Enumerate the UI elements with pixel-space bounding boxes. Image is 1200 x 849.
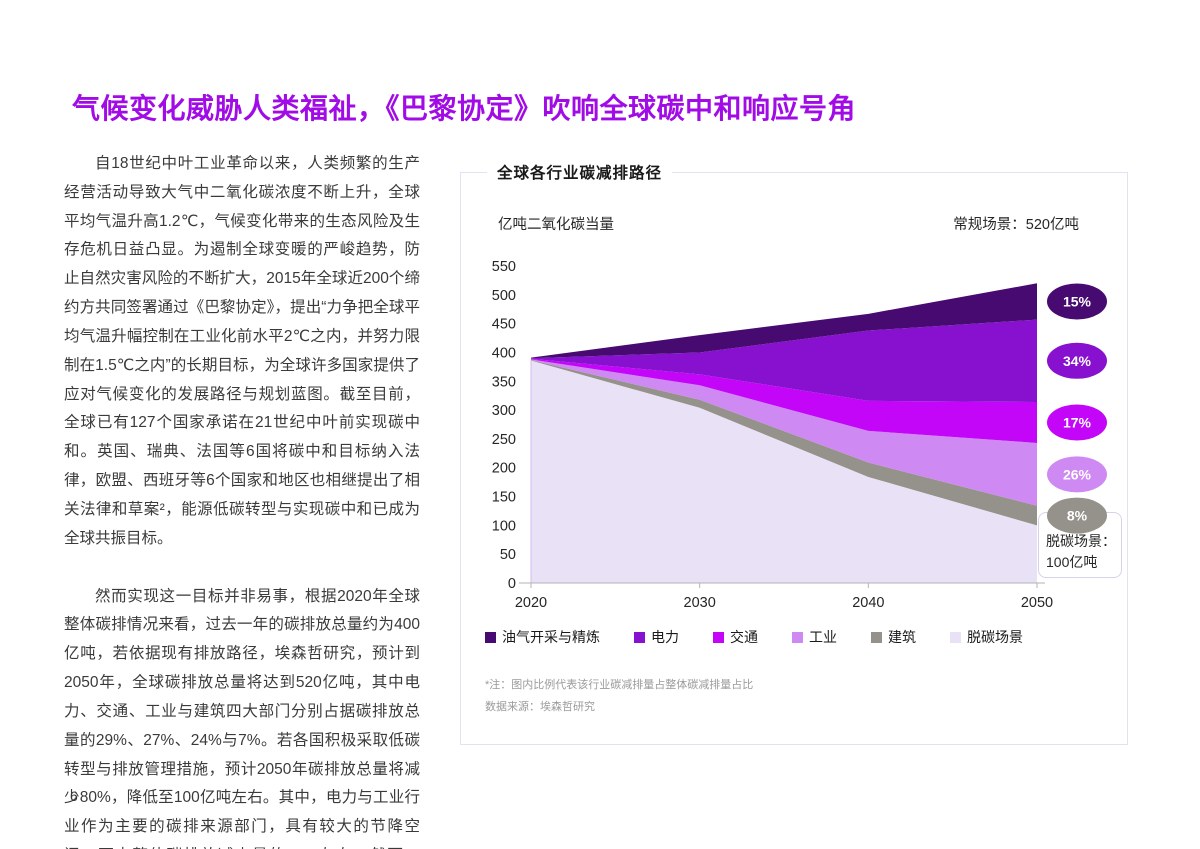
decarb-scenario-callout: 脱碳场景： 100亿吨 bbox=[1038, 512, 1122, 578]
legend-item-交通: 交通 bbox=[713, 627, 758, 647]
reduction-share-badge-交通 bbox=[1047, 404, 1107, 441]
x-tick-label: 2020 bbox=[515, 595, 547, 611]
chart-note: *注：图内比例代表该行业碳减排量占整体碳减排量占比 bbox=[485, 679, 754, 691]
article-text-column: 自18世纪中叶工业革命以来，人类频繁的生产经营活动导致大气中二氧化碳浓度不断上升… bbox=[64, 150, 420, 849]
y-tick-label: 100 bbox=[492, 518, 516, 534]
legend-swatch-icon bbox=[485, 631, 496, 643]
legend-label: 工业 bbox=[809, 629, 837, 645]
area-油气开采与精炼 bbox=[531, 283, 1037, 359]
area-交通 bbox=[531, 358, 1037, 443]
y-tick-label: 50 bbox=[500, 547, 516, 563]
legend-swatch-icon bbox=[634, 631, 645, 643]
area-脱碳场景 bbox=[531, 360, 1037, 583]
y-tick-label: 0 bbox=[508, 576, 516, 592]
conventional-scenario-label: 常规场景：520亿吨 bbox=[953, 217, 1079, 233]
legend-item-电力: 电力 bbox=[634, 627, 679, 647]
reduction-share-label-工业: 26% bbox=[1063, 466, 1092, 482]
reduction-share-label-交通: 17% bbox=[1063, 414, 1092, 430]
legend-item-工业: 工业 bbox=[792, 627, 837, 647]
y-tick-label: 350 bbox=[492, 374, 516, 390]
decarb-label-line1: 脱碳场景： bbox=[1046, 533, 1116, 549]
reduction-share-label-电力: 34% bbox=[1063, 353, 1092, 369]
y-tick-label: 200 bbox=[492, 461, 516, 477]
page-number: 6 bbox=[70, 788, 78, 804]
y-tick-label: 400 bbox=[492, 345, 516, 361]
chart-source: 数据来源：埃森哲研究 bbox=[485, 701, 595, 713]
y-tick-label: 500 bbox=[492, 288, 516, 304]
reduction-share-badge-工业 bbox=[1047, 456, 1107, 493]
decarb-label-line2: 100亿吨 bbox=[1046, 554, 1098, 570]
area-建筑 bbox=[531, 359, 1037, 526]
legend-swatch-icon bbox=[871, 631, 882, 643]
reduction-share-badge-建筑 bbox=[1047, 497, 1107, 534]
legend-label: 油气开采与精炼 bbox=[502, 629, 600, 645]
legend-item-建筑: 建筑 bbox=[871, 627, 916, 647]
chart-legend: 油气开采与精炼 电力 交通 工业 建筑 脱碳场景 bbox=[485, 627, 1023, 647]
legend-item-脱碳场景: 脱碳场景 bbox=[950, 627, 1023, 647]
area-工业 bbox=[531, 359, 1037, 506]
y-tick-label: 250 bbox=[492, 432, 516, 448]
x-tick-label: 2030 bbox=[684, 595, 716, 611]
y-tick-label: 550 bbox=[492, 259, 516, 275]
carbon-reduction-stacked-area-chart: 2020 2030 2040 2050 0 50 100 150 200 250 300 350 400… bbox=[492, 259, 1107, 611]
y-tick-label: 150 bbox=[492, 490, 516, 506]
reduction-share-badge-油气开采与精炼 bbox=[1047, 283, 1107, 320]
reduction-share-label-油气开采与精炼: 15% bbox=[1063, 293, 1092, 309]
legend-label: 电力 bbox=[651, 629, 679, 645]
page-title: 气候变化威胁人类福祉，《巴黎协定》吹响全球碳中和响应号角 bbox=[72, 92, 857, 124]
legend-swatch-icon bbox=[792, 631, 803, 643]
legend-label: 建筑 bbox=[888, 629, 916, 645]
paragraph-2: 然而实现这一目标并非易事，根据2020年全球整体碳排情况来看，过去一年的碳排放总… bbox=[64, 587, 420, 849]
y-tick-label: 300 bbox=[492, 403, 516, 419]
reduction-share-badge-电力 bbox=[1047, 342, 1107, 379]
x-tick-label: 2040 bbox=[852, 595, 884, 611]
chart-unit-label: 亿吨二氧化碳当量 bbox=[498, 217, 614, 233]
reduction-share-label-建筑: 8% bbox=[1067, 508, 1088, 524]
legend-item-油气开采与精炼: 油气开采与精炼 bbox=[485, 627, 600, 647]
legend-label: 交通 bbox=[730, 629, 758, 645]
legend-label: 脱碳场景 bbox=[967, 629, 1023, 645]
y-tick-label: 450 bbox=[492, 317, 516, 333]
paragraph-1: 自18世纪中叶工业革命以来，人类频繁的生产经营活动导致大气中二氧化碳浓度不断上升… bbox=[64, 155, 420, 547]
x-tick-label: 2050 bbox=[1021, 595, 1053, 611]
legend-swatch-icon bbox=[713, 631, 724, 643]
chart-panel-title: 全球各行业碳减排路径 bbox=[487, 161, 673, 183]
chart-panel: 全球各行业碳减排路径 亿吨二氧化碳当量 常规场景：520亿吨 2020 2030 2… bbox=[460, 161, 1128, 745]
legend-swatch-icon bbox=[950, 631, 961, 643]
area-电力 bbox=[531, 319, 1037, 403]
